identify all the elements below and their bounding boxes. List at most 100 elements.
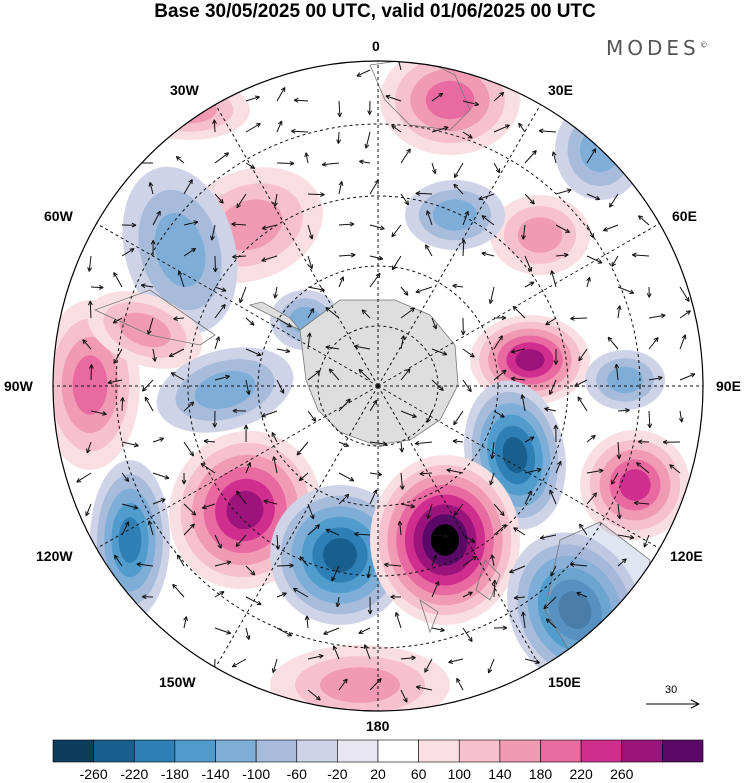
wind-arrow-head [280,86,286,92]
wind-arrow-shaft [524,255,532,272]
wind-arrow [512,305,526,319]
wind-arrow-shaft [142,379,154,392]
wind-arrow-shaft [90,286,104,289]
wind-arrow-shaft [578,348,588,362]
wind-arrow-shaft [524,150,537,164]
wind-arrow-shaft [152,348,156,362]
wind-arrow [555,252,569,258]
new-zealand [419,559,501,634]
wind-arrow-head [411,655,416,661]
wind-arrow-shaft [307,410,317,422]
wind-arrow [214,374,230,381]
wind-arrow-shaft [481,215,495,226]
wind-arrow [271,658,278,673]
wind-arrow-shaft [462,239,465,257]
wind-arrow-head [212,267,218,273]
wind-arrow-shaft [236,490,247,505]
wind-arrow [307,192,325,197]
wind-arrow-head [481,215,487,220]
wind-arrow-shaft [232,658,247,668]
wind-arrow [478,193,495,201]
wind-arrow-head [321,161,327,167]
wind-arrow-head [382,441,388,447]
wind-arrow-head [177,270,183,276]
wind-arrow-head [308,234,314,240]
wind-arrow [338,398,351,412]
colorbar-tick-label: -100 [242,766,271,782]
wind-arrow-head [136,562,142,567]
wind-arrow-head [629,289,635,294]
wind-arrow-head [569,562,575,568]
wind-arrow-head [424,667,429,673]
wind-arrow-head [607,336,613,342]
wind-arrow-shaft [586,469,604,474]
wind-arrow-shaft [431,534,448,537]
wind-arrow-shaft [555,224,570,233]
wind-arrow-shaft [493,369,507,381]
wind-arrow-head [488,299,494,304]
wind-arrow-shaft [307,224,313,240]
colorbar-swatch [499,739,541,763]
wind-arrow-shaft [369,255,383,260]
wind-arrow-head [190,523,195,529]
wind-arrow [152,437,165,443]
wind-arrow [586,255,603,264]
wind-arrow-head [293,97,299,103]
wind-arrow [210,224,216,241]
wind-arrow-shaft [617,441,620,459]
wind-arrow-shaft [214,304,226,319]
wind-arrow [367,100,373,115]
meridian-line [377,220,665,387]
wind-arrow-head [406,148,411,154]
wind-arrow-shaft [336,596,340,607]
wind-arrow-head [464,210,469,216]
wind-arrow-head [285,348,291,354]
colorbar [52,739,704,763]
wind-arrow-head [170,372,176,377]
wind-arrow-head [221,287,227,292]
wind-arrow-shaft [361,309,371,319]
wind-arrow-head [446,468,452,473]
south-america [93,289,216,346]
wind-arrow-head [625,408,630,413]
wind-arrow-head [332,645,338,651]
meridian-line [91,220,379,387]
meridian-line [91,385,379,552]
wind-arrow-shaft [555,189,572,195]
wind-arrow [550,270,557,288]
wind-arrow [555,188,572,195]
wind-arrow [323,627,340,635]
wind-arrow [121,441,139,448]
wind-arrow [354,531,371,537]
wind-arrow-head [299,556,305,562]
wind-arrow [574,379,588,387]
wind-arrow-shaft [453,410,464,426]
wind-arrow-head [232,408,238,414]
wind-arrow-shaft [611,255,619,267]
wind-arrow [337,100,343,118]
wind-arrow-head [400,335,406,341]
wind-arrow-shaft [245,462,251,474]
wind-arrow-shaft [245,379,250,395]
wind-arrow-shaft [446,469,464,474]
wind-arrow [493,369,507,381]
anomaly-contour [320,667,400,703]
wind-arrow-shaft [400,368,411,381]
wind-arrow-shaft [231,223,247,226]
wind-arrow-head [141,594,147,600]
wind-arrow [200,463,216,474]
wind-arrow-shaft [325,307,340,319]
wind-arrow-head [226,560,232,566]
wind-arrow-head [308,264,314,270]
wind-arrow-head [399,447,405,453]
wind-arrow-shaft [338,223,355,226]
wind-arrow [399,472,405,490]
wind-arrow-head [364,143,370,149]
wind-arrow [276,592,287,598]
wind-arrow [452,438,464,444]
wind-arrow-head [553,360,559,365]
wind-arrow-head [338,181,344,186]
wind-arrow [553,424,559,443]
wind-arrow [114,554,123,567]
wind-arrow-shaft [152,498,166,505]
